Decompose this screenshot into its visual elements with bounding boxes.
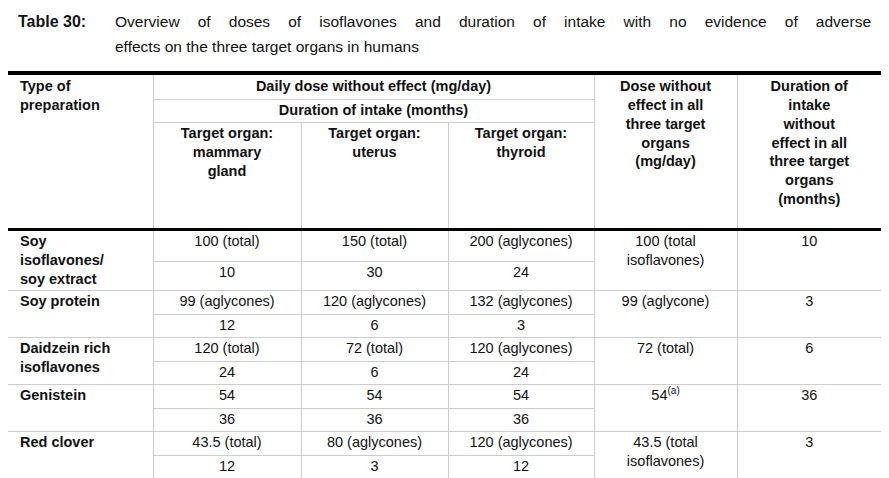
preparation-cell: Soy isoflavones/ soy extract bbox=[8, 229, 153, 291]
mammary-months-cell: 24 bbox=[153, 362, 301, 385]
mammary-dose-cell: 99 (aglycones) bbox=[153, 291, 301, 315]
table-row-dose: Genistein54545454(a)36 bbox=[8, 385, 881, 409]
all-three-dose-cell: 72 (total) bbox=[594, 338, 737, 385]
uterus-dose-cell: 72 (total) bbox=[301, 338, 448, 362]
document-page: Table 30: Overview of doses of isoflavon… bbox=[0, 0, 889, 478]
thyroid-months-cell: 3 bbox=[448, 315, 594, 338]
isoflavone-dose-table: Type of preparation Daily dose without e… bbox=[8, 71, 881, 478]
header-duration-group: Duration of intake (months) bbox=[153, 100, 594, 123]
all-three-duration-cell: 3 bbox=[737, 432, 881, 478]
header-type-of-preparation: Type of preparation bbox=[8, 73, 153, 229]
uterus-months-cell: 3 bbox=[301, 456, 448, 478]
uterus-dose-cell: 120 (aglycones) bbox=[301, 291, 448, 315]
header-daily-dose-group: Daily dose without effect (mg/day) bbox=[153, 73, 594, 100]
table-body: Soy isoflavones/ soy extract100 (total)1… bbox=[8, 229, 881, 478]
thyroid-months-cell: 36 bbox=[448, 409, 594, 432]
table-caption: Table 30: Overview of doses of isoflavon… bbox=[18, 9, 871, 59]
mammary-months-cell: 10 bbox=[153, 261, 301, 290]
uterus-dose-cell: 150 (total) bbox=[301, 229, 448, 261]
thyroid-months-cell: 24 bbox=[448, 362, 594, 385]
all-three-duration-cell: 36 bbox=[737, 385, 881, 432]
thyroid-dose-cell: 200 (aglycones) bbox=[448, 229, 594, 261]
table-row-dose: Red clover43.5 (total)80 (aglycones)120 … bbox=[8, 432, 881, 456]
all-three-duration-cell: 6 bbox=[737, 338, 881, 385]
mammary-months-cell: 36 bbox=[153, 409, 301, 432]
header-target-organ-thyroid: Target organ: thyroid bbox=[448, 122, 594, 229]
uterus-dose-cell: 54 bbox=[301, 385, 448, 409]
thyroid-dose-cell: 54 bbox=[448, 385, 594, 409]
mammary-dose-cell: 43.5 (total) bbox=[153, 432, 301, 456]
thyroid-dose-cell: 120 (aglycones) bbox=[448, 338, 594, 362]
header-dose-all-three-organs: Dose without effect in all three target … bbox=[594, 73, 737, 229]
thyroid-months-cell: 12 bbox=[448, 456, 594, 478]
header-target-organ-mammary: Target organ: mammary gland bbox=[153, 122, 301, 229]
thyroid-months-cell: 24 bbox=[448, 261, 594, 290]
table-row-dose: Soy protein99 (aglycones)120 (aglycones)… bbox=[8, 291, 881, 315]
table-caption-number: Table 30: bbox=[18, 9, 115, 59]
uterus-months-cell: 6 bbox=[301, 315, 448, 338]
footnote-marker: (a) bbox=[667, 386, 679, 397]
uterus-months-cell: 30 bbox=[301, 261, 448, 290]
header-row-1: Type of preparation Daily dose without e… bbox=[8, 73, 881, 100]
uterus-dose-cell: 80 (aglycones) bbox=[301, 432, 448, 456]
mammary-months-cell: 12 bbox=[153, 315, 301, 338]
all-three-duration-cell: 3 bbox=[737, 291, 881, 338]
caption-line-1: Overview of doses of isoflavones and dur… bbox=[115, 9, 871, 34]
table-caption-text: Overview of doses of isoflavones and dur… bbox=[115, 9, 871, 59]
preparation-cell: Red clover bbox=[8, 432, 153, 478]
all-three-duration-cell: 10 bbox=[737, 229, 881, 291]
uterus-months-cell: 6 bbox=[301, 362, 448, 385]
caption-line-2: effects on the three target organs in hu… bbox=[115, 34, 871, 59]
thyroid-dose-cell: 132 (aglycones) bbox=[448, 291, 594, 315]
mammary-dose-cell: 54 bbox=[153, 385, 301, 409]
all-three-dose-cell: 54(a) bbox=[594, 385, 737, 432]
all-three-dose-cell: 43.5 (total isoflavones) bbox=[594, 432, 737, 478]
all-three-dose-cell: 100 (total isoflavones) bbox=[594, 229, 737, 291]
thyroid-dose-cell: 120 (aglycones) bbox=[448, 432, 594, 456]
table-header: Type of preparation Daily dose without e… bbox=[8, 73, 881, 229]
mammary-dose-cell: 120 (total) bbox=[153, 338, 301, 362]
preparation-cell: Soy protein bbox=[8, 291, 153, 338]
preparation-cell: Daidzein rich isoflavones bbox=[8, 338, 153, 385]
preparation-cell: Genistein bbox=[8, 385, 153, 432]
table-row-dose: Daidzein rich isoflavones120 (total)72 (… bbox=[8, 338, 881, 362]
header-duration-all-three-organs: Duration of intake without effect in all… bbox=[737, 73, 881, 229]
mammary-dose-cell: 100 (total) bbox=[153, 229, 301, 261]
header-target-organ-uterus: Target organ: uterus bbox=[301, 122, 448, 229]
table-row-dose: Soy isoflavones/ soy extract100 (total)1… bbox=[8, 229, 881, 261]
mammary-months-cell: 12 bbox=[153, 456, 301, 478]
all-three-dose-cell: 99 (aglycone) bbox=[594, 291, 737, 338]
uterus-months-cell: 36 bbox=[301, 409, 448, 432]
